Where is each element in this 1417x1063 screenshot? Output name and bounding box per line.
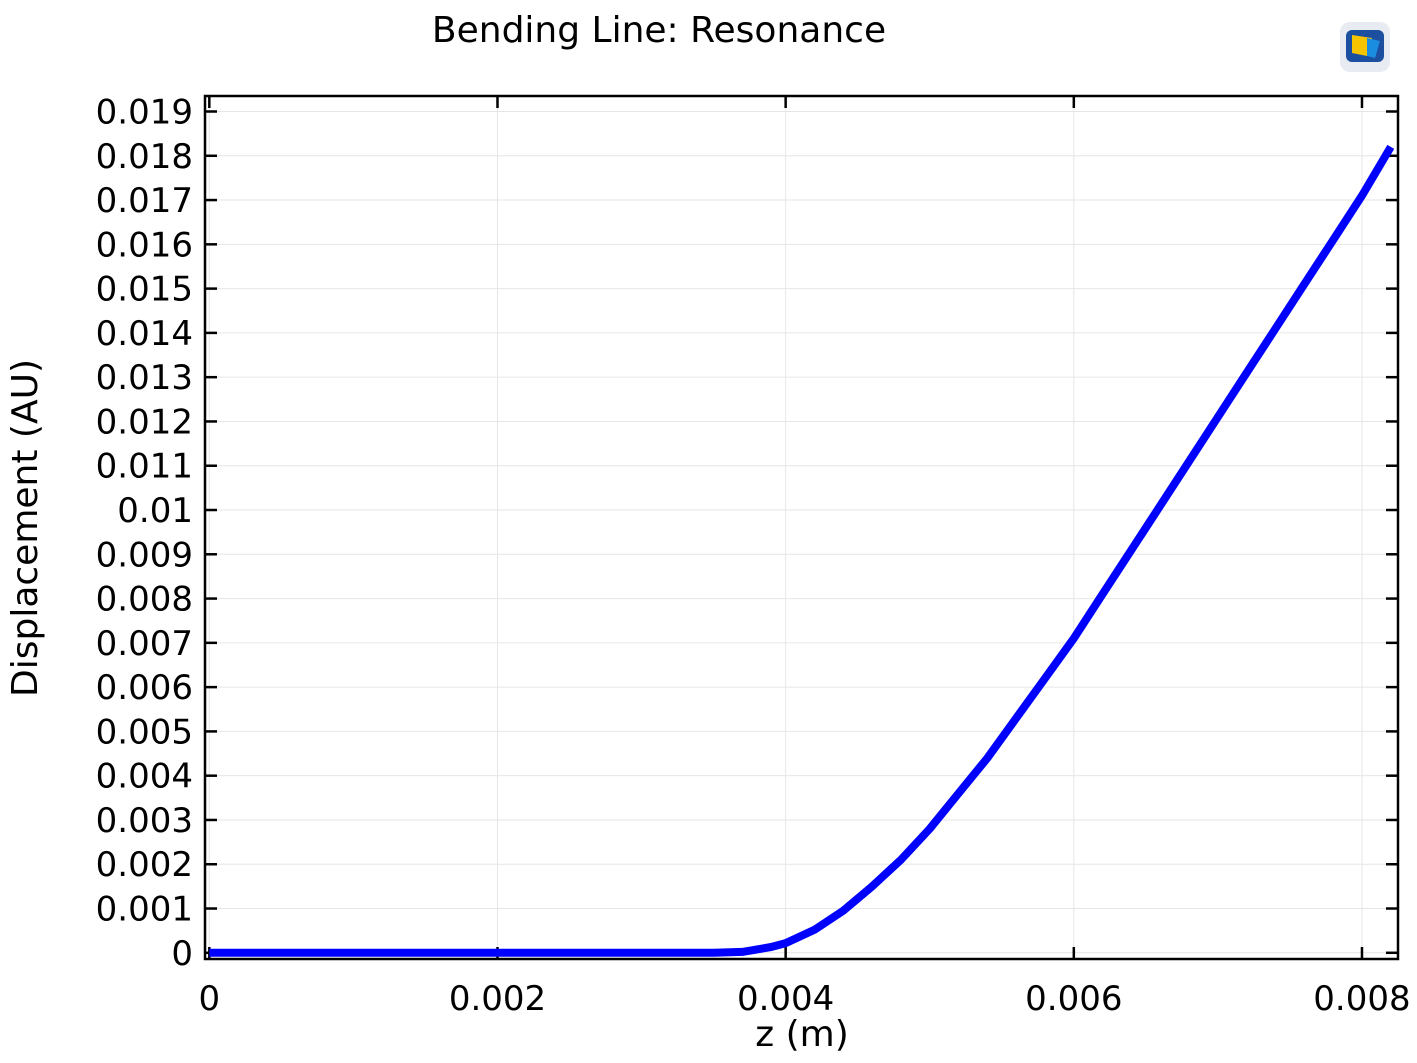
y-tick-label: 0.017 [96, 181, 193, 221]
y-tick-label: 0.006 [96, 668, 193, 708]
x-tick-label: 0.008 [1313, 979, 1410, 1019]
plot-frame [203, 94, 1400, 961]
y-tick-label: 0.019 [96, 92, 193, 132]
y-tick-label: 0.016 [96, 225, 193, 265]
y-tick-label: 0.014 [96, 314, 193, 354]
x-tick-label: 0.002 [449, 979, 546, 1019]
y-tick-labels: 00.0010.0020.0030.0040.0050.0060.0070.00… [96, 92, 193, 973]
y-tick-label: 0 [171, 934, 193, 974]
y-tick-label: 0.009 [96, 535, 193, 575]
x-axis-label: z (m) [755, 1014, 849, 1055]
y-tick-label: 0.003 [96, 801, 193, 841]
series-layer [209, 144, 1395, 957]
y-tick-label: 0.01 [117, 491, 193, 531]
axis-ticks [205, 96, 1398, 959]
y-tick-label: 0.018 [96, 137, 193, 177]
y-axis-label: Displacement (AU) [5, 359, 46, 697]
series-line [209, 144, 1395, 957]
y-tick-label: 0.012 [96, 402, 193, 442]
y-tick-label: 0.001 [96, 890, 193, 930]
x-tick-label: 0.004 [737, 979, 834, 1019]
x-tick-labels: 0 0.002 0.004 0.006 0.008 [199, 979, 1411, 1019]
x-tick-label: 0 [199, 979, 221, 1019]
y-tick-label: 0.002 [96, 845, 193, 885]
y-tick-label: 0.011 [96, 447, 193, 487]
y-tick-label: 0.007 [96, 624, 193, 664]
y-tick-label: 0.015 [96, 270, 193, 310]
chart-title: Bending Line: Resonance [432, 10, 886, 51]
y-tick-label: 0.005 [96, 712, 193, 752]
y-tick-label: 0.008 [96, 580, 193, 620]
grid [205, 96, 1398, 959]
y-tick-label: 0.004 [96, 757, 193, 797]
x-tick-label: 0.006 [1025, 979, 1122, 1019]
comsol-logo-icon [1336, 16, 1398, 78]
y-tick-label: 0.013 [96, 358, 193, 398]
